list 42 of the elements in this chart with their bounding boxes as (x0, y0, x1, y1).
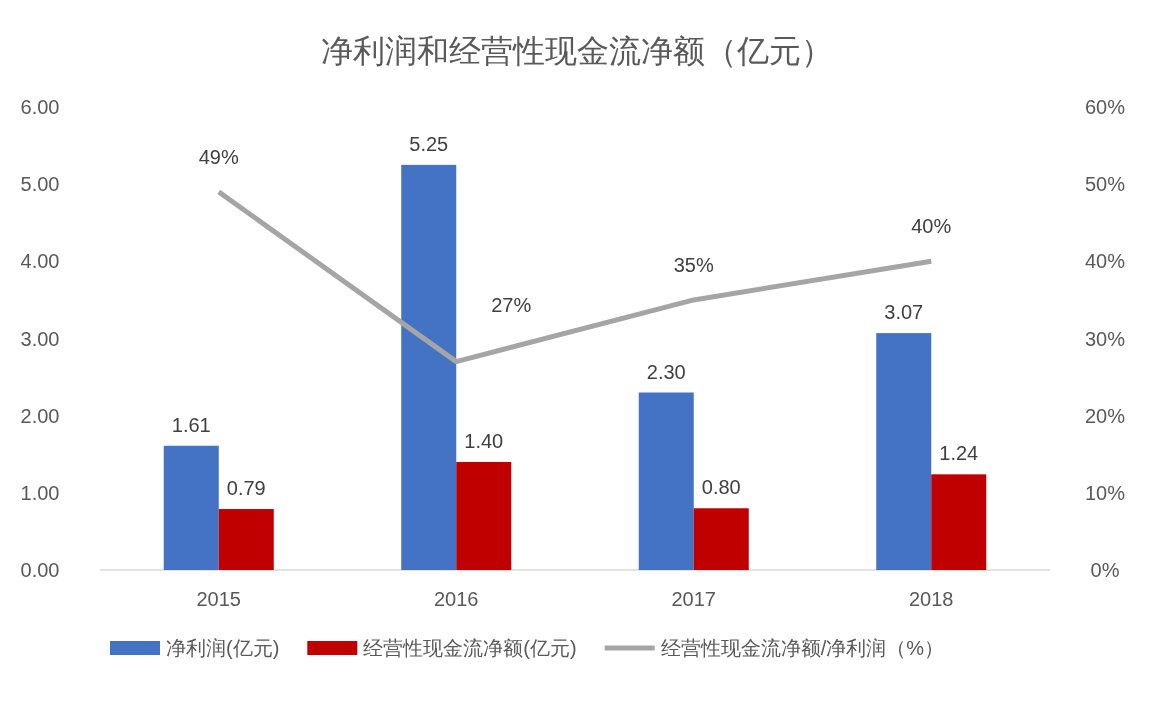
bar (456, 461, 512, 570)
data-label: 35% (673, 253, 714, 276)
data-label: 0.80 (701, 476, 741, 499)
y2-tick-label: 10% (1084, 481, 1126, 504)
x-tick-label: 2016 (434, 588, 479, 610)
data-label: 1.24 (939, 442, 979, 465)
y-tick-label: 3.00 (20, 327, 60, 350)
bar (638, 392, 694, 570)
bar (401, 164, 457, 570)
y2-tick-label: 40% (1084, 250, 1126, 273)
x-tick-label: 2015 (196, 588, 241, 610)
data-label: 1.40 (464, 429, 504, 452)
data-label: 1.61 (171, 413, 211, 436)
bar (693, 508, 749, 570)
y-tick-label: 4.00 (20, 250, 60, 273)
data-label: 5.25 (409, 132, 449, 155)
bar (163, 445, 219, 570)
y2-tick-label: 30% (1084, 327, 1126, 350)
data-label: 40% (911, 215, 952, 238)
legend-label: 经营性现金流净额(亿元) (363, 637, 577, 659)
data-label: 3.07 (884, 301, 924, 324)
x-tick-label: 2017 (671, 588, 716, 610)
y2-tick-label: 0% (1090, 559, 1120, 581)
y-tick-label: 2.00 (20, 404, 60, 427)
data-label: 27% (491, 293, 532, 316)
bar (218, 509, 274, 570)
x-tick-label: 2018 (909, 588, 954, 610)
y2-tick-label: 50% (1084, 173, 1126, 196)
bar (931, 474, 987, 570)
y-tick-label: 1.00 (20, 481, 60, 504)
legend-label: 经营性现金流净额/净利润（%） (660, 637, 944, 659)
data-label: 0.79 (226, 477, 266, 500)
y2-tick-label: 60% (1084, 96, 1126, 118)
data-label: 49% (198, 145, 239, 168)
data-label: 2.30 (646, 360, 686, 383)
y-tick-label: 5.00 (20, 173, 60, 196)
bar (876, 333, 932, 570)
y2-tick-label: 20% (1084, 404, 1126, 427)
legend-label: 净利润(亿元) (166, 637, 280, 659)
y-tick-label: 6.00 (20, 96, 60, 118)
y-tick-label: 0.00 (20, 559, 60, 581)
chart-title: 净利润和经营性现金流净额（亿元） (320, 33, 833, 69)
